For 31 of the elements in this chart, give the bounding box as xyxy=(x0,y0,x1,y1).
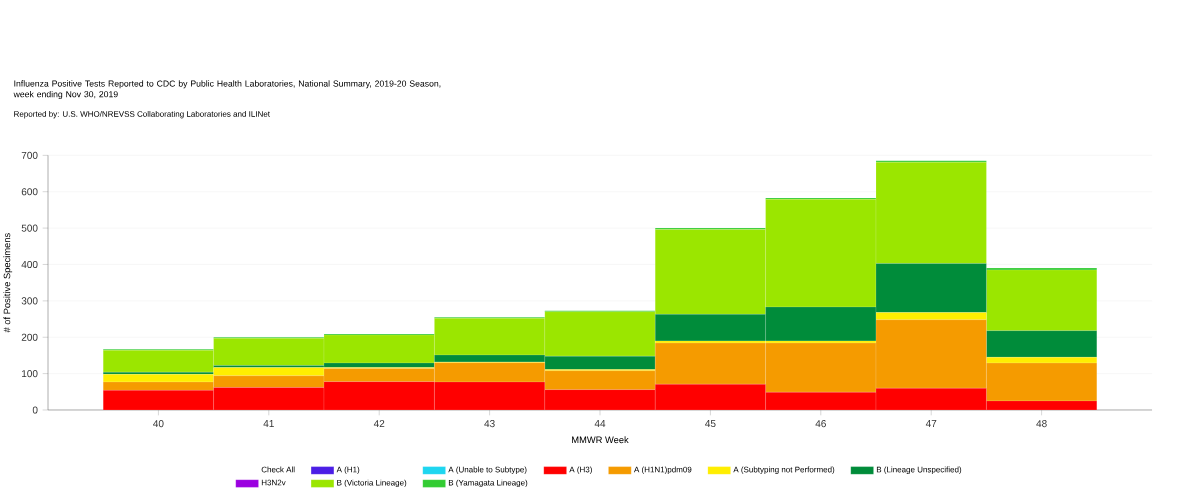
legend-title: Check All xyxy=(261,466,295,473)
y-tick-label: 700 xyxy=(21,151,38,159)
y-tick-label: 400 xyxy=(21,260,38,269)
legend-label: H3N2v xyxy=(261,479,286,486)
x-tick-label: 43 xyxy=(484,420,495,428)
legend-label: A (H1) xyxy=(336,466,360,474)
x-tick-label: 47 xyxy=(925,420,937,427)
legend-label: A (H1N1)pdm09 xyxy=(633,466,692,474)
x-tick-label: 45 xyxy=(705,420,716,428)
x-tick-label: 40 xyxy=(153,420,164,428)
legend-label: A (Subtyping not Performed) xyxy=(733,466,835,474)
x-tick-label: 46 xyxy=(815,420,826,428)
y-tick-label: 500 xyxy=(21,224,38,232)
x-axis-title: MMWR Week xyxy=(572,436,629,444)
y-tick-label: 600 xyxy=(21,188,38,196)
legend-label: B (Yamagata Lineage) xyxy=(448,479,528,488)
y-tick-label: 0 xyxy=(32,406,38,414)
y-tick-label: 300 xyxy=(21,297,38,305)
x-tick-label: 42 xyxy=(373,420,385,428)
legend-label: B (Victoria Lineage) xyxy=(337,479,407,488)
y-tick-label: 100 xyxy=(22,370,38,378)
chart-title: Influenza Positive Tests Reported to CDC by Public Health Laboratories, National Summary, 2019-20 Season, week ending Nov 30, 2019 xyxy=(13,80,441,100)
x-tick-label: 41 xyxy=(263,420,274,427)
legend-label: B (Lineage Unspecified) xyxy=(876,466,962,474)
y-axis-title: # of Positive Specimens xyxy=(3,233,13,333)
legend-label: A (H3) xyxy=(569,466,592,474)
y-tick-label: 200 xyxy=(21,333,38,341)
chart-subtitle: Reported by: U.S. WHO/NREVSS Collaborating Laboratories and ILINet xyxy=(14,110,270,119)
x-tick-label: 44 xyxy=(594,420,606,427)
x-tick-label: 48 xyxy=(1036,420,1047,428)
legend-label: A (Unable to Subtype) xyxy=(448,466,527,474)
